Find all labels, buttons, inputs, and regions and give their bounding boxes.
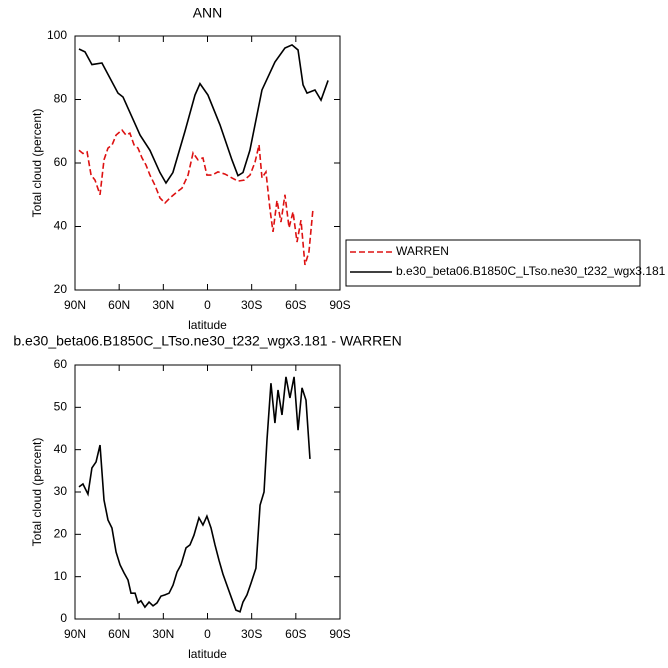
x-tick-label: 90N [64,627,86,641]
data-line [78,376,311,613]
y-axis-label: Total cloud (percent) [30,109,44,218]
chart-title: ANN [193,5,223,21]
x-tick-label: 90S [329,627,350,641]
y-tick-label: 20 [54,282,68,296]
x-tick-label: 90N [64,298,86,312]
y-tick-label: 40 [54,219,68,233]
y-tick-label: 30 [54,484,68,498]
y-tick-label: 10 [54,569,68,583]
y-tick-label: 20 [54,527,68,541]
chart-title: b.e30_beta06.B1850C_LTso.ne30_t232_wgx3.… [13,333,401,349]
x-tick-label: 30S [241,627,262,641]
y-axis-label: Total cloud (percent) [30,438,44,547]
legend-box [345,239,641,287]
data-line [78,43,329,185]
y-tick-label: 80 [54,92,68,106]
y-tick-label: 50 [54,400,68,414]
legend-label: WARREN [396,244,449,258]
x-tick-label: 60S [285,627,306,641]
y-tick-label: 0 [60,611,67,625]
x-tick-label: 60N [108,298,130,312]
x-tick-label: 90S [329,298,350,312]
x-axis-label: latitude [188,647,227,661]
legend-label: b.e30_beta06.B1850C_LTso.ne30_t232_wgx3.… [396,264,666,278]
x-tick-label: 30N [152,627,174,641]
y-tick-label: 60 [54,155,68,169]
plot-frame [74,35,341,291]
y-tick-label: 60 [54,357,68,371]
y-tick-label: 100 [47,28,67,42]
x-tick-label: 30N [152,298,174,312]
data-line [78,128,314,266]
x-tick-label: 60N [108,627,130,641]
x-tick-label: 0 [204,298,211,312]
x-tick-label: 60S [285,298,306,312]
x-axis-label: latitude [188,318,227,332]
y-tick-label: 40 [54,442,68,456]
plot-frame [74,364,341,620]
x-tick-label: 0 [204,627,211,641]
x-tick-label: 30S [241,298,262,312]
